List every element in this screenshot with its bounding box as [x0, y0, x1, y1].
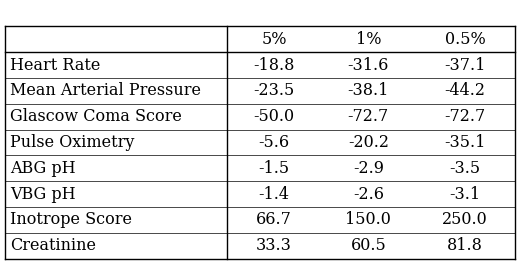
Text: Mean Arterial Pressure: Mean Arterial Pressure: [10, 82, 201, 100]
Text: Glascow Coma Score: Glascow Coma Score: [10, 108, 183, 125]
Text: Heart Rate: Heart Rate: [10, 56, 101, 74]
Text: -31.6: -31.6: [347, 56, 389, 74]
Text: -23.5: -23.5: [253, 82, 295, 100]
Text: 5%: 5%: [261, 31, 287, 48]
Text: ABG pH: ABG pH: [10, 160, 76, 177]
Text: Creatinine: Creatinine: [10, 237, 96, 254]
Text: 81.8: 81.8: [447, 237, 483, 254]
Text: -72.7: -72.7: [445, 108, 486, 125]
Text: -3.5: -3.5: [450, 160, 480, 177]
Text: -37.1: -37.1: [445, 56, 486, 74]
Text: Pulse Oximetry: Pulse Oximetry: [10, 134, 135, 151]
Text: -1.4: -1.4: [258, 186, 290, 203]
Text: VBG pH: VBG pH: [10, 186, 76, 203]
Text: -38.1: -38.1: [347, 82, 389, 100]
Text: Inotrope Score: Inotrope Score: [10, 211, 133, 229]
Text: 60.5: 60.5: [350, 237, 386, 254]
Text: -1.5: -1.5: [258, 160, 290, 177]
Text: -2.6: -2.6: [353, 186, 384, 203]
Text: -50.0: -50.0: [253, 108, 294, 125]
Text: -72.7: -72.7: [348, 108, 389, 125]
Text: 250.0: 250.0: [442, 211, 488, 229]
Text: 150.0: 150.0: [345, 211, 391, 229]
Text: 0.5%: 0.5%: [445, 31, 486, 48]
Text: 33.3: 33.3: [256, 237, 292, 254]
Text: -5.6: -5.6: [258, 134, 290, 151]
Text: -20.2: -20.2: [348, 134, 389, 151]
Text: -18.8: -18.8: [253, 56, 295, 74]
Text: -2.9: -2.9: [353, 160, 384, 177]
Text: -35.1: -35.1: [445, 134, 486, 151]
Text: -3.1: -3.1: [450, 186, 480, 203]
Text: 1%: 1%: [356, 31, 381, 48]
Text: 66.7: 66.7: [256, 211, 292, 229]
Text: -44.2: -44.2: [445, 82, 486, 100]
